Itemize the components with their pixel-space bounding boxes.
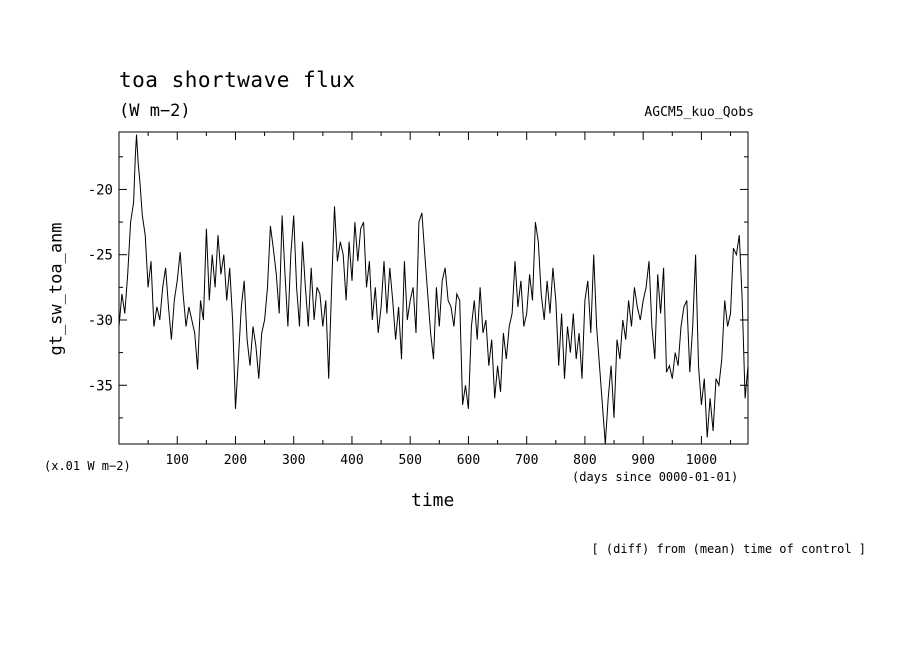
y-axis-label: gt_sw_toa_anm — [46, 222, 67, 356]
x-tick-label: 900 — [631, 453, 654, 468]
x-tick-label: 200 — [224, 453, 247, 468]
x-axis-label: time — [411, 490, 455, 511]
y-scale-note: (x.01 W m−2) — [44, 459, 131, 473]
x-tick-label: 700 — [515, 453, 538, 468]
axis-ticks — [119, 132, 748, 444]
x-tick-label: 500 — [398, 453, 421, 468]
run-name: AGCM5_kuo_Qobs — [644, 105, 754, 120]
chart-title: toa shortwave flux — [119, 68, 356, 92]
y-tick-label: -30 — [88, 313, 113, 329]
footer-note: [ (diff) from (mean) time of control ] — [591, 542, 866, 556]
chart-units: (W m−2) — [119, 101, 191, 121]
x-tick-label: 1000 — [686, 453, 717, 468]
series-line — [118, 134, 749, 445]
x-tick-label: 300 — [282, 453, 305, 468]
x-tick-label: 600 — [457, 453, 480, 468]
axis-tick-labels: 100 200 300 400 500 600 700 800 900 1000 -20 -25 -30… — [88, 182, 717, 468]
x-axis-units: (days since 0000-01-01) — [572, 470, 739, 484]
x-tick-label: 400 — [340, 453, 363, 468]
y-tick-label: -20 — [88, 182, 113, 198]
x-tick-label: 100 — [165, 453, 188, 468]
y-tick-label: -25 — [88, 248, 113, 264]
plot-frame — [118, 131, 749, 445]
x-tick-label: 800 — [573, 453, 596, 468]
y-tick-label: -35 — [88, 378, 113, 394]
